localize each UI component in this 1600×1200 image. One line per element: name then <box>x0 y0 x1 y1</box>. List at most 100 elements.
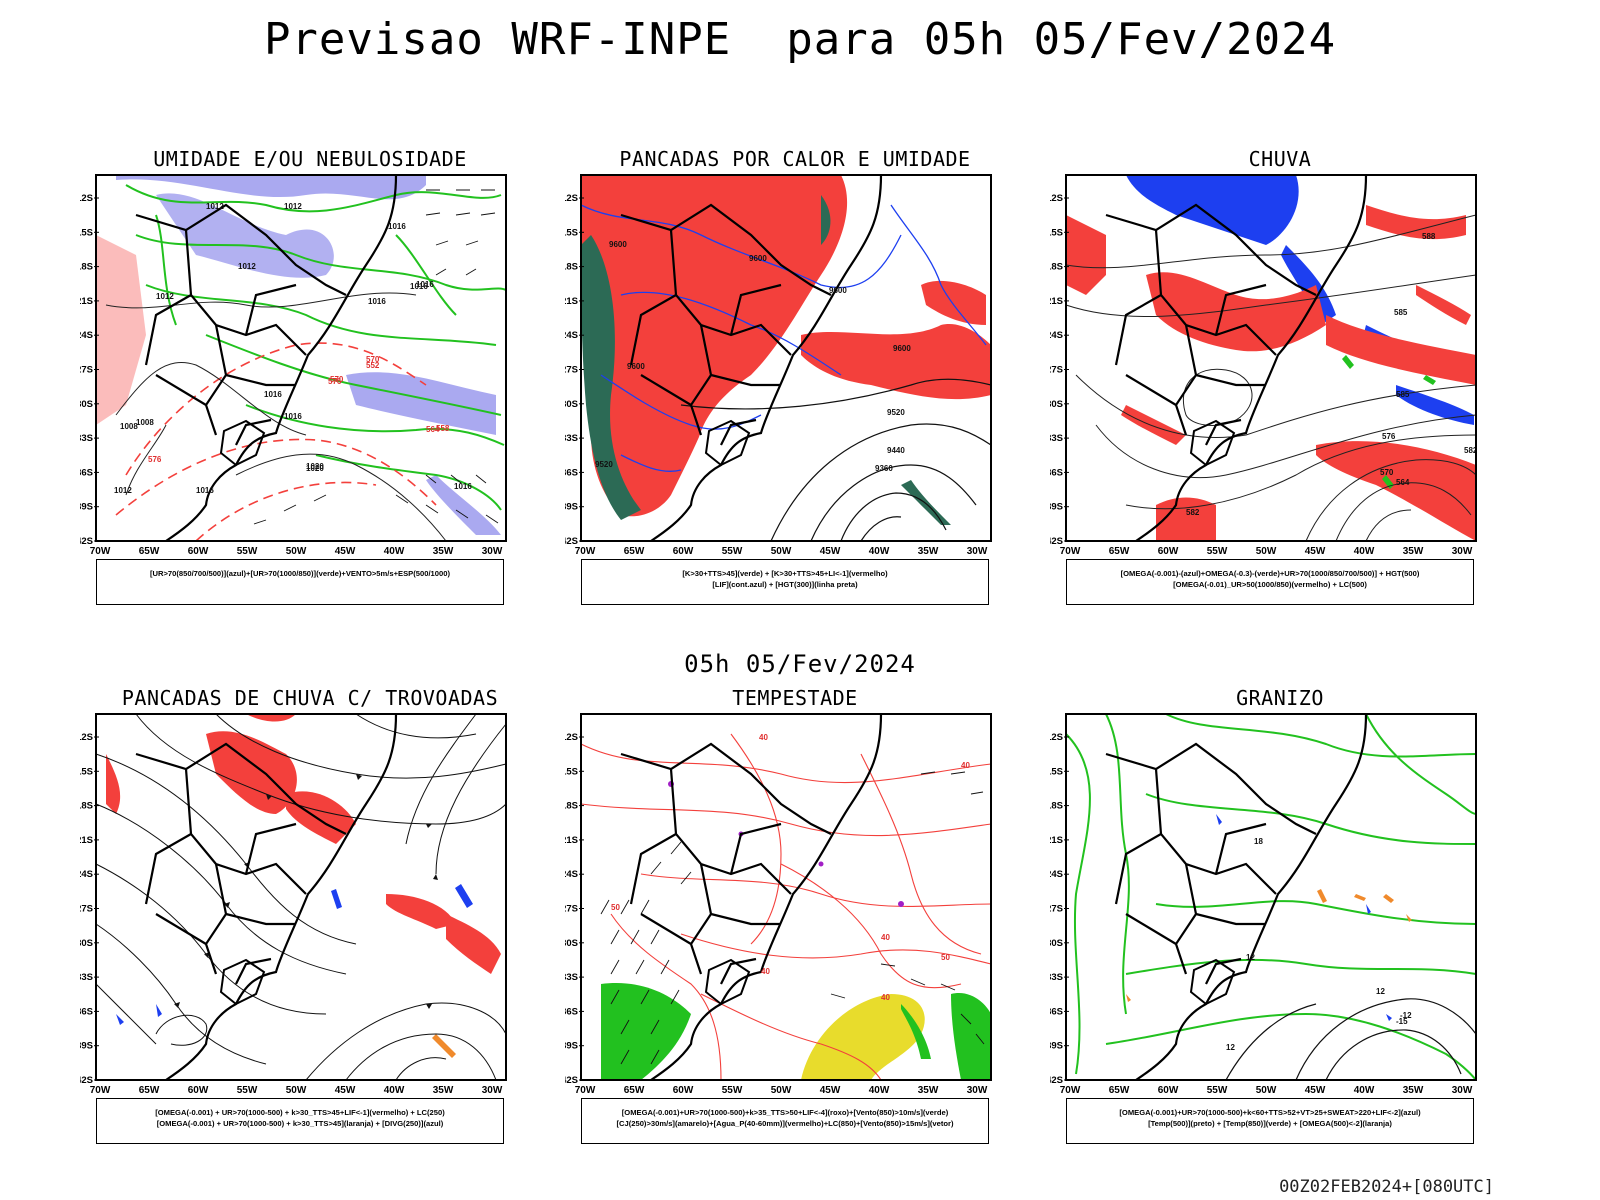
coastline <box>1135 713 1368 1081</box>
lon-tick-label: 40W <box>384 1085 405 1096</box>
lon-tick-label: 70W <box>90 1085 111 1096</box>
lon-tick-label: 55W <box>722 1085 743 1096</box>
lat-tick-label: 39S <box>80 1041 93 1052</box>
map-pancadas-calor: 9600 9600 9600 9600 9600 9520 9440 9360 9520 12S… <box>565 174 992 557</box>
lat-tick-label: 42S <box>565 536 578 547</box>
legend-box: [OMEGA(-0.001)-(azul)+OMEGA(-0.3)-(verde… <box>1066 559 1474 605</box>
map-axes: 12S 15S 18S 21S 24S 27S 30S 33S 36S 39S 42S70W 65W 6… <box>565 193 988 557</box>
legend-line: [OMEGA(-0.001) + UR>70(1000-500) + k>30_… <box>156 1119 444 1128</box>
panel-title: CHUVA <box>1248 147 1312 171</box>
coastline <box>165 713 398 1081</box>
lat-tick-label: 33S <box>565 433 578 444</box>
lat-tick-label: 36S <box>1050 1006 1063 1017</box>
lat-tick-label: 27S <box>80 904 93 915</box>
lat-tick-label: 18S <box>565 801 578 812</box>
legend-box: [UR>70(850/700/500)](azul)+[UR>70(1000/8… <box>96 559 504 605</box>
lon-tick-label: 35W <box>433 546 454 557</box>
lat-tick-label: 21S <box>1050 296 1063 307</box>
lower-row-title: 05h 05/Fev/2024 <box>684 650 916 678</box>
panel-title: GRANIZO <box>1236 686 1324 710</box>
lat-tick-label: 30S <box>80 938 93 949</box>
lon-tick-label: 70W <box>1060 546 1081 557</box>
panel-title: TEMPESTADE <box>732 686 858 710</box>
lon-tick-label: 40W <box>384 546 405 557</box>
map-tempestade: 40 40 50 40 40 50 40 12S 15S 18S 21S 24S 27S 30S 33S 3… <box>565 713 992 1096</box>
contour-labels: 1012 101210161012101610161012101610161020… <box>114 202 472 495</box>
lat-tick-label: 30S <box>1050 938 1063 949</box>
contour-label: 40 <box>761 967 770 976</box>
lc850-contours <box>580 733 992 1081</box>
temp500-contours <box>1225 998 1477 1081</box>
lon-tick-label: 40W <box>869 1085 890 1096</box>
lon-tick-label: 30W <box>482 1085 503 1096</box>
humidity-high-shading <box>116 175 426 200</box>
pressure-contours <box>105 292 447 542</box>
contour-labels: 9600 9600 9600 9600 9600 9520 9440 9360 9520 <box>595 240 911 473</box>
panel-title: PANCADAS DE CHUVA C/ TROVOADAS <box>121 686 499 710</box>
lon-tick-label: 30W <box>967 546 988 557</box>
contour-label: 570 <box>1380 468 1394 477</box>
lat-tick-label: 15S <box>1050 227 1063 238</box>
lat-tick-label: 36S <box>565 1006 578 1017</box>
map-pancadas-trovoadas: 12S 15S 18S 21S 24S 27S 30S 33S 36S 39S 42S70W 65W 6… <box>80 713 507 1096</box>
contour-label: 12 <box>1246 953 1255 962</box>
humidity-low-contours <box>125 184 507 511</box>
rain-red-areas <box>1066 205 1476 541</box>
lon-tick-label: 30W <box>967 1085 988 1096</box>
legend-line: [UR>70(850/700/500)](azul)+[UR>70(1000/8… <box>150 569 450 578</box>
map-frame <box>580 713 992 1081</box>
lat-tick-label: 30S <box>1050 399 1063 410</box>
hgt500-contours <box>1065 214 1477 542</box>
panel-pancadas-calor: PANCADAS POR CALOR E UMIDADE <box>565 147 1025 627</box>
lon-tick-label: 45W <box>335 1085 356 1096</box>
lon-tick-label: 35W <box>918 546 939 557</box>
contour-label: 1020 <box>306 464 324 473</box>
lon-tick-label: 65W <box>1109 1085 1130 1096</box>
contour-label: 1016 <box>454 482 472 491</box>
contour-labels: 40 40 50 40 40 50 40 <box>611 733 970 1002</box>
lat-tick-label: 30S <box>80 399 93 410</box>
contour-label: 1008 <box>136 418 154 427</box>
panel-umidade: UMIDADE E/OU NEBULOSIDADE <box>80 147 540 627</box>
contour-label: 564 <box>1396 478 1410 487</box>
lon-tick-label: 45W <box>335 546 356 557</box>
map-granizo: -12-15 12 12 12 18 12S 15S 18S 21S 24S 27S 30S 33S 3… <box>1050 713 1477 1096</box>
legend-line: [OMEGA(-0.001)-(azul)+OMEGA(-0.3)-(verde… <box>1120 569 1420 578</box>
legend-line: [K>30+TTS>45](verde) + [K>30+TTS>45+LI<-… <box>682 569 888 578</box>
contour-label: 9360 <box>875 464 893 473</box>
lat-tick-label: 18S <box>80 262 93 273</box>
lat-tick-label: 27S <box>1050 365 1063 376</box>
contour-label: 9600 <box>627 362 645 371</box>
lat-tick-label: 12S <box>1050 193 1063 204</box>
map-axes: 12S 15S 18S 21S 24S 27S 30S 33S 36S 39S 42S70W 65W 6… <box>80 732 503 1096</box>
lat-tick-label: 42S <box>80 536 93 547</box>
legend-box: [OMEGA(-0.001)+UR>70(1000-500)+k<60+TTS>… <box>1066 1098 1474 1144</box>
contour-label: 9440 <box>887 446 905 455</box>
lat-tick-label: 24S <box>565 330 578 341</box>
lat-tick-label: 24S <box>80 330 93 341</box>
lon-tick-label: 30W <box>1452 546 1473 557</box>
instability-region <box>581 175 848 517</box>
lat-tick-label: 15S <box>565 766 578 777</box>
lon-tick-label: 60W <box>1158 1085 1179 1096</box>
map-axes: 12S 15S 18S 21S 24S 27S 30S 33S 36S 39S 42S70W 65W 6… <box>1050 732 1473 1096</box>
lat-tick-label: 18S <box>1050 801 1063 812</box>
lon-tick-label: 30W <box>482 546 503 557</box>
lon-tick-label: 50W <box>286 546 307 557</box>
contour-label: 582 <box>1186 508 1200 517</box>
panel-title: UMIDADE E/OU NEBULOSIDADE <box>153 147 467 171</box>
lat-tick-label: 21S <box>565 296 578 307</box>
contour-label: 570 <box>366 355 380 364</box>
contour-label: 576 <box>1382 432 1396 441</box>
panel-granizo: GRANIZO <box>1050 686 1510 1166</box>
lat-tick-label: 21S <box>80 835 93 846</box>
lon-tick-label: 50W <box>771 1085 792 1096</box>
lat-tick-label: 42S <box>1050 536 1063 547</box>
contour-label: 9600 <box>609 240 627 249</box>
lat-tick-label: 27S <box>565 365 578 376</box>
lat-tick-label: 42S <box>80 1075 93 1086</box>
lon-tick-label: 55W <box>237 1085 258 1096</box>
lat-tick-label: 42S <box>565 1075 578 1086</box>
thickness-contours <box>115 342 437 542</box>
